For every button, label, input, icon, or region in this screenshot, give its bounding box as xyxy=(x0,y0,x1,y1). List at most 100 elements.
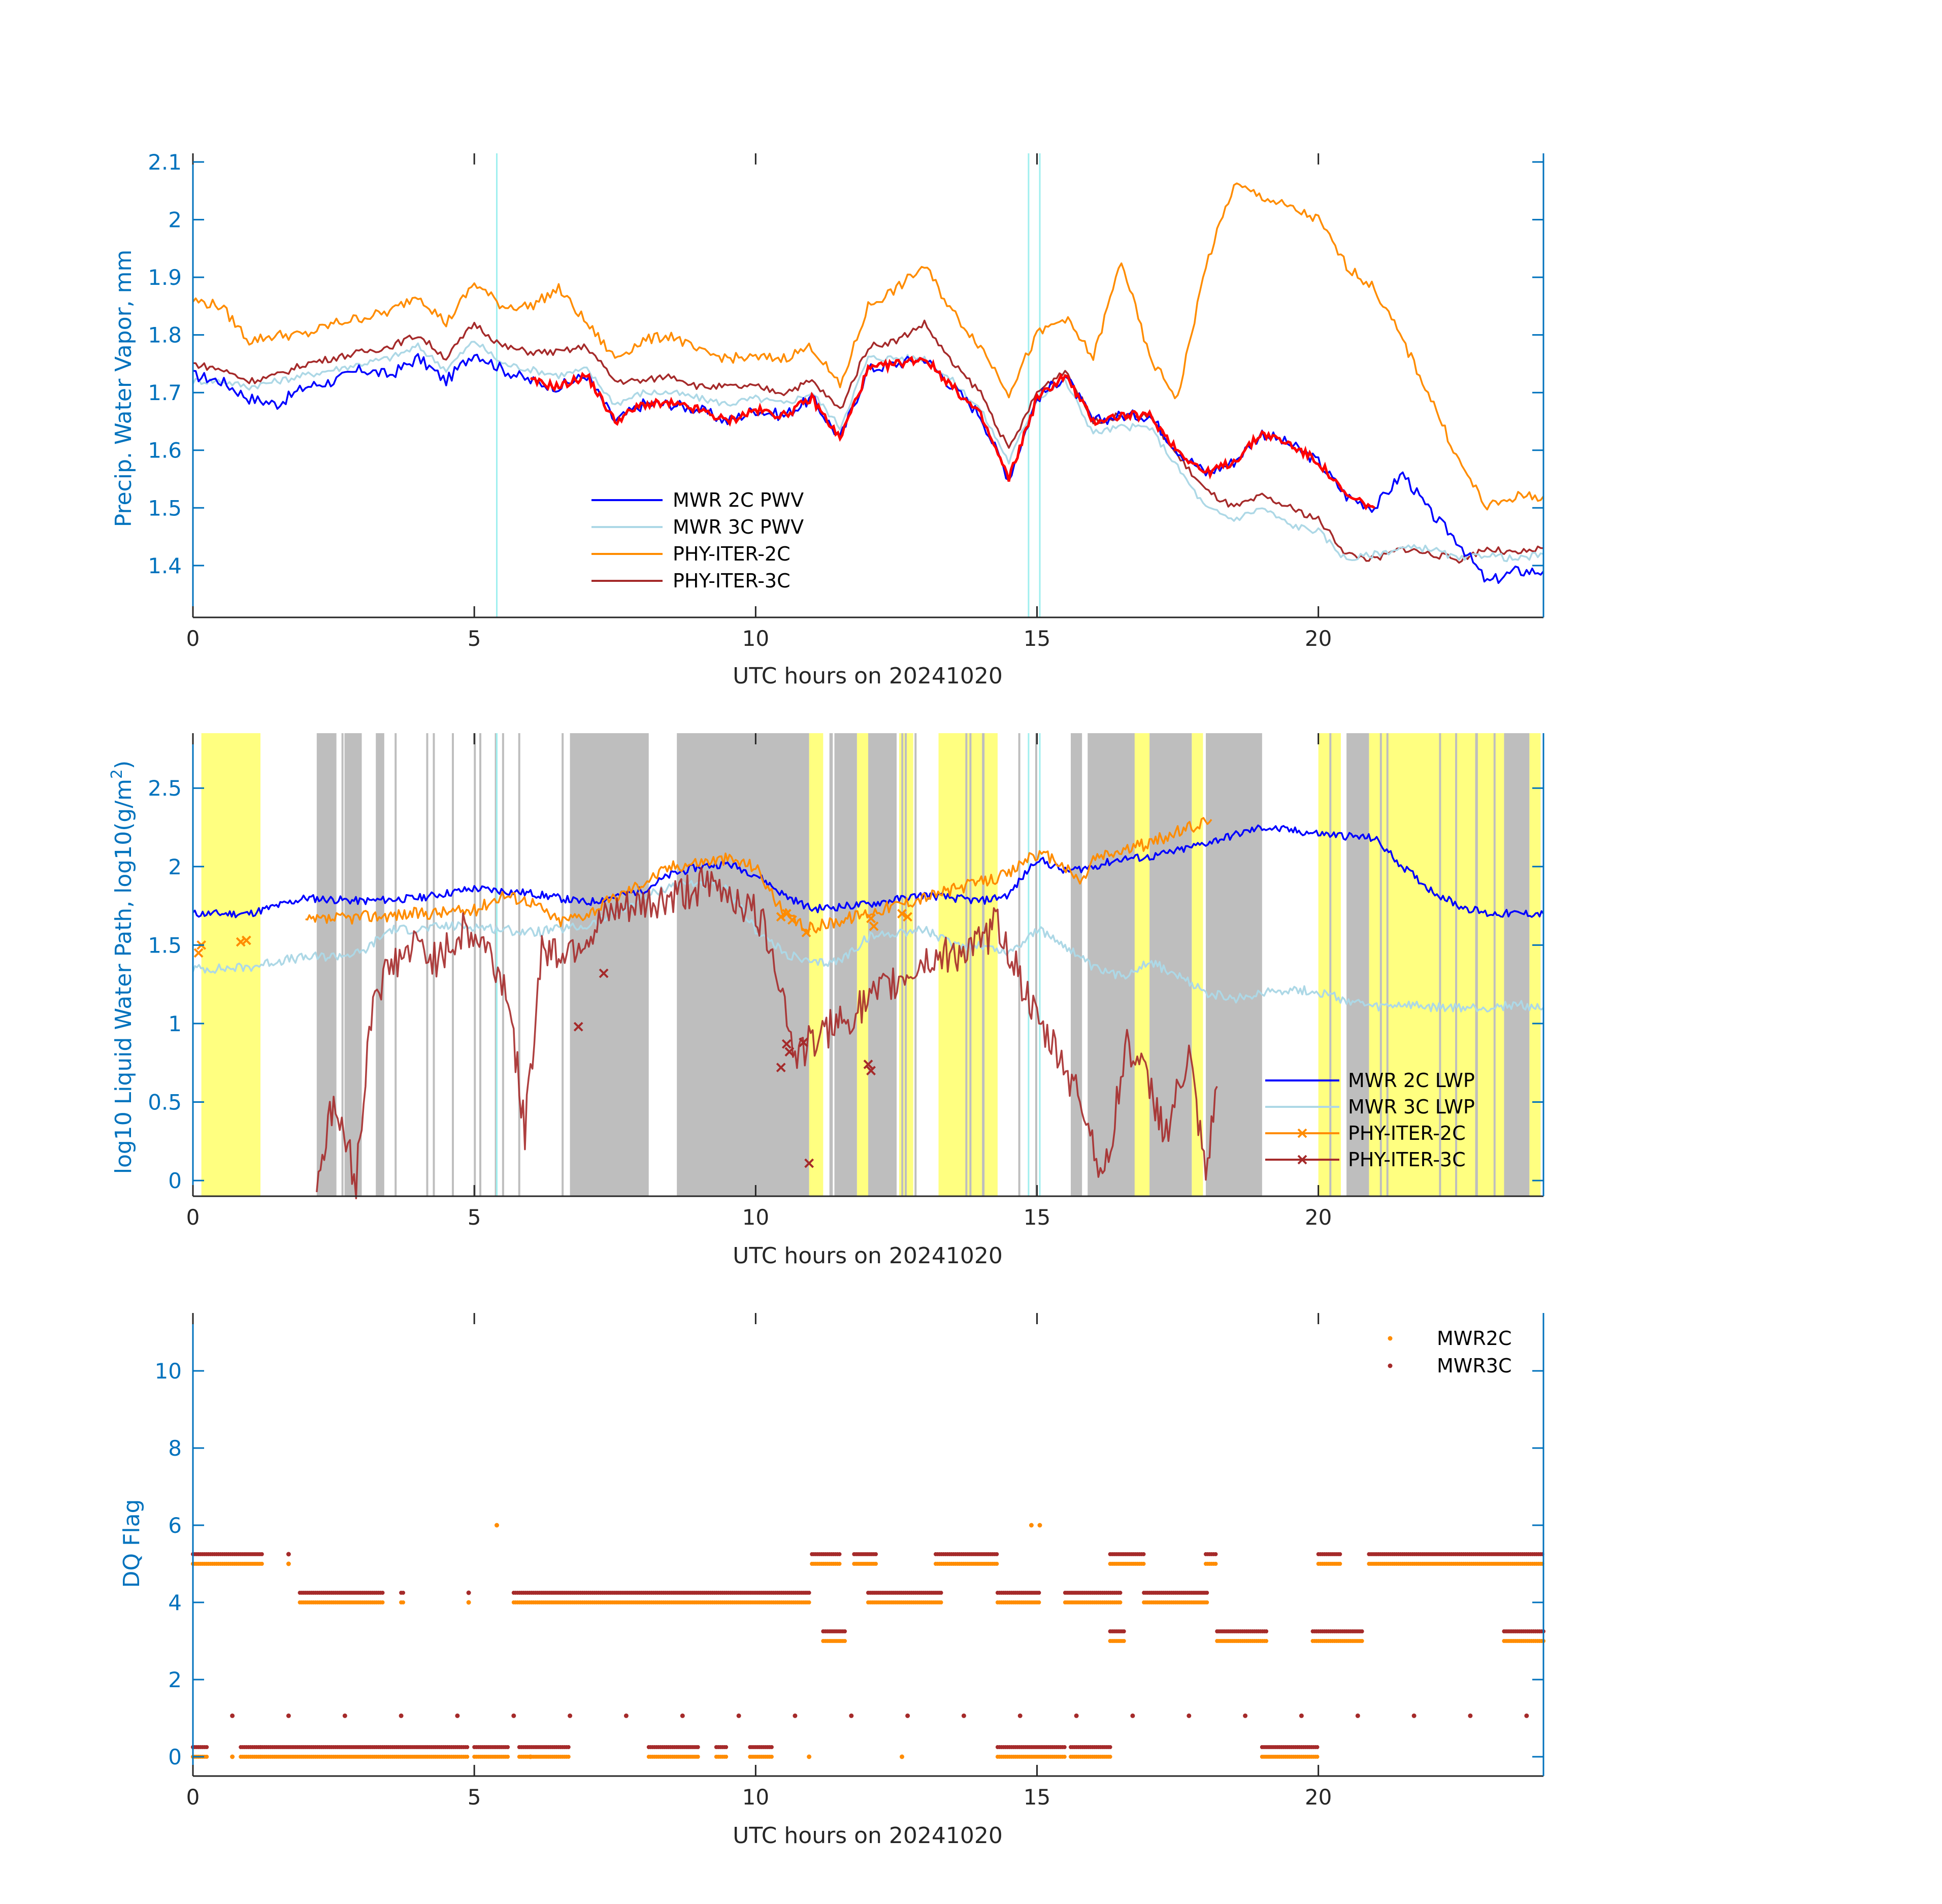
dq-point xyxy=(1141,1552,1146,1556)
dq-point xyxy=(230,1713,235,1718)
dq-point xyxy=(696,1755,700,1759)
dq-point xyxy=(455,1713,460,1718)
pwv-legend: MWR 2C PWV MWR 3C PWV PHY-ITER-2C PHY-ITER-… xyxy=(591,489,804,592)
pwv-background-layer xyxy=(496,153,1041,617)
dq-point xyxy=(495,1523,499,1528)
dq-legend-label: MWR2C xyxy=(1437,1327,1511,1350)
pwv-series-line-2 xyxy=(192,182,1544,511)
dq-point xyxy=(1029,1523,1034,1528)
dq-legend-label: MWR3C xyxy=(1437,1355,1511,1377)
dq-point xyxy=(874,1552,878,1556)
lwp-flag-band xyxy=(1071,733,1082,1196)
dq-point xyxy=(566,1745,571,1749)
lwp-clear-band xyxy=(1529,733,1541,1196)
lwp-xlabel: UTC hours on 20241020 xyxy=(733,1243,1003,1269)
lwp-legend-label: MWR 3C LWP xyxy=(1348,1096,1475,1118)
dq-point xyxy=(1360,1639,1364,1643)
dq-point xyxy=(1122,1639,1126,1643)
dq-point xyxy=(1130,1713,1135,1718)
dq-point xyxy=(1141,1562,1146,1566)
dq-axes-layer: 0 5 10 15 20 0 2 4 6 8 10 xyxy=(155,1313,1544,1810)
dq-point xyxy=(1205,1600,1209,1604)
lwp-x-marker xyxy=(599,968,609,978)
pwv-axes-layer: 0 5 10 15 20 1.4 1.5 1.6 1.7 1.8 1.9 2 2.1 xyxy=(148,150,1544,651)
lwp-flag-band xyxy=(1346,733,1369,1196)
dq-point xyxy=(1122,1629,1126,1633)
lwp-series-line-1 xyxy=(192,879,1544,1013)
lwp-axes-layer: 0 5 10 15 20 0 0.5 1 1.5 2 2.5 xyxy=(148,733,1544,1230)
pwv-ytick-label: 2.1 xyxy=(148,150,182,175)
dq-point xyxy=(286,1552,291,1557)
pwv-xtick-label: 10 xyxy=(742,626,769,651)
pwv-ytick-label: 1.4 xyxy=(148,553,182,578)
lwp-series-line-2 xyxy=(305,817,1212,935)
lwp-ytick-label: 0 xyxy=(168,1168,182,1193)
lwp-x-marker xyxy=(804,1158,814,1168)
dq-point xyxy=(259,1562,264,1566)
dq-point xyxy=(837,1552,842,1556)
dq-point xyxy=(399,1713,404,1718)
lwp-legend-label: PHY-ITER-2C xyxy=(1348,1122,1466,1144)
dq-point xyxy=(1355,1713,1360,1718)
lwp-x-marker xyxy=(866,913,876,924)
dq-point xyxy=(807,1591,811,1595)
lwp-ytick-label: 1.5 xyxy=(148,933,182,958)
lwp-ylabel-superscript: 2 xyxy=(108,769,126,779)
lwp-x-marker xyxy=(776,1063,786,1072)
dq-ytick-label: 8 xyxy=(168,1436,182,1461)
pwv-series-line-3 xyxy=(192,319,1544,564)
dq-point xyxy=(1338,1562,1342,1566)
pwv-ytick-label: 1.7 xyxy=(148,380,182,405)
dq-point xyxy=(1338,1552,1342,1556)
dq-point xyxy=(724,1745,729,1749)
dq-point xyxy=(1187,1713,1192,1718)
lwp-x-marker xyxy=(869,921,879,931)
dq-point xyxy=(205,1745,209,1749)
dq-point xyxy=(528,1754,533,1759)
dq-point xyxy=(807,1754,812,1759)
dq-point xyxy=(961,1713,966,1718)
lwp-flag-band xyxy=(1206,733,1262,1196)
dq-point xyxy=(205,1755,209,1759)
pwv-ylabel: Precip. Water Vapor, mm xyxy=(111,250,137,528)
dq-point xyxy=(807,1600,811,1604)
pwv-xtick-label: 20 xyxy=(1305,626,1332,651)
lwp-ytick-label: 1 xyxy=(168,1011,182,1036)
dq-point xyxy=(1062,1745,1067,1749)
dq-xtick-label: 0 xyxy=(186,1785,200,1810)
lwp-xtick-label: 15 xyxy=(1024,1205,1050,1230)
lwp-x-marker xyxy=(903,912,912,922)
lwp-x-marker xyxy=(193,948,204,958)
dq-point xyxy=(793,1713,798,1718)
dq-point xyxy=(724,1755,729,1759)
dq-point xyxy=(1118,1600,1123,1604)
dq-point xyxy=(286,1561,291,1566)
dq-point xyxy=(769,1755,774,1759)
lwp-legend: MWR 2C LWP MWR 3C LWP PHY-ITER-2C PHY-ITER-… xyxy=(1265,1069,1475,1171)
pwv-ytick-label: 1.5 xyxy=(148,496,182,520)
dq-point xyxy=(874,1562,878,1566)
lwp-xtick-label: 5 xyxy=(468,1205,481,1230)
lwp-flag-band xyxy=(1504,733,1530,1196)
lwp-ylabel-suffix: ) xyxy=(111,761,137,769)
lwp-x-marker xyxy=(776,912,786,922)
lwp-ytick-label: 2.5 xyxy=(148,776,182,801)
lwp-x-marker xyxy=(784,1047,795,1057)
lwp-flag-band xyxy=(677,733,809,1196)
lwp-legend-label: MWR 2C LWP xyxy=(1348,1069,1475,1092)
pwv-legend-label: PHY-ITER-2C xyxy=(673,543,791,565)
dq-point xyxy=(1037,1523,1042,1528)
pwv-ytick-label: 2 xyxy=(168,208,182,233)
lwp-x-marker xyxy=(863,1059,873,1069)
dq-point xyxy=(465,1755,470,1759)
dq-point xyxy=(1411,1713,1417,1718)
dq-point xyxy=(401,1591,405,1595)
dq-xtick-label: 15 xyxy=(1024,1785,1050,1810)
lwp-legend-label: PHY-ITER-3C xyxy=(1348,1148,1466,1171)
dq-point xyxy=(1074,1713,1079,1718)
lwp-flag-band xyxy=(345,733,362,1196)
pwv-legend-label: MWR 2C PWV xyxy=(673,489,804,511)
dq-point xyxy=(506,1745,510,1749)
dq-point xyxy=(736,1713,741,1718)
